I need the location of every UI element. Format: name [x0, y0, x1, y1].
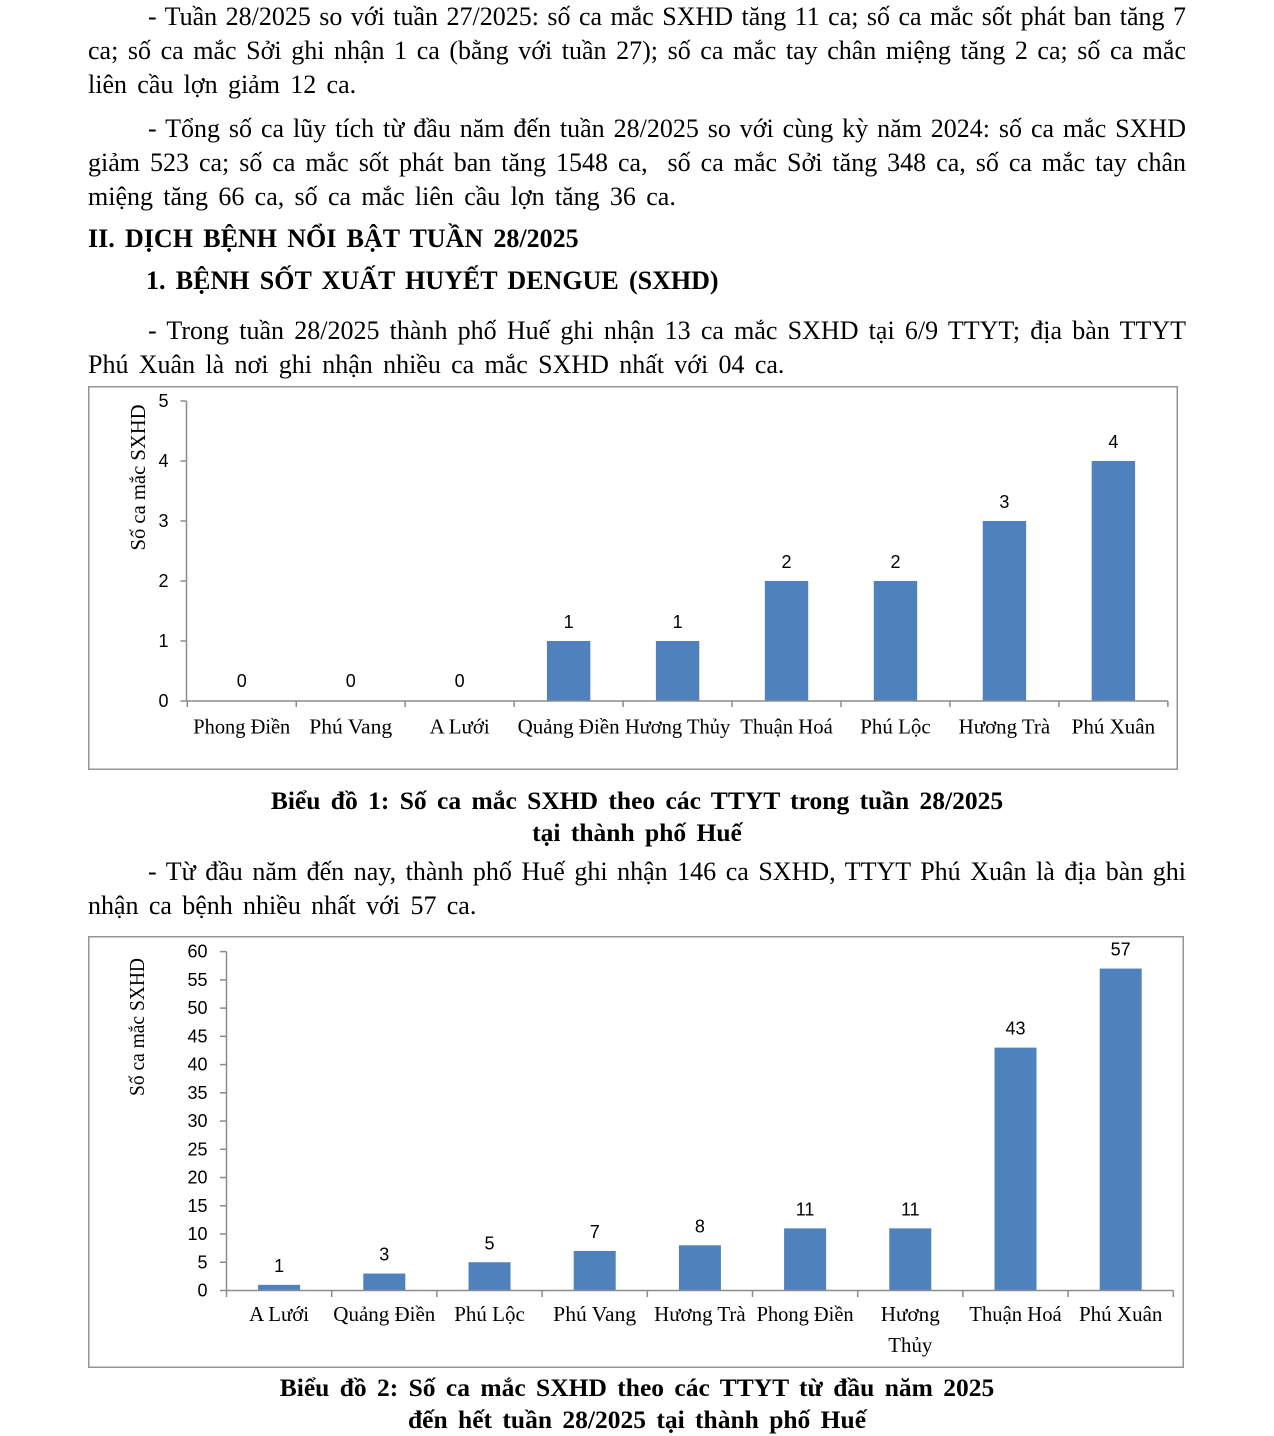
svg-text:55: 55: [187, 970, 207, 990]
svg-text:0: 0: [346, 671, 356, 691]
svg-text:Hương Trà: Hương Trà: [654, 1302, 746, 1326]
svg-text:0: 0: [197, 1281, 207, 1301]
svg-text:5: 5: [197, 1252, 207, 1272]
svg-text:Phú Vang: Phú Vang: [309, 715, 393, 739]
svg-text:Hương: Hương: [881, 1302, 940, 1326]
svg-text:A Lưới: A Lưới: [430, 715, 490, 739]
svg-text:20: 20: [187, 1168, 207, 1188]
svg-text:0: 0: [455, 671, 465, 691]
svg-text:57: 57: [1111, 940, 1131, 960]
svg-text:A Lưới: A Lưới: [249, 1302, 309, 1326]
svg-text:Số ca mắc SXHD: Số ca mắc SXHD: [125, 958, 149, 1096]
svg-text:Phong Điền: Phong Điền: [757, 1302, 854, 1326]
svg-text:5: 5: [158, 391, 168, 411]
svg-text:Thuận Hoá: Thuận Hoá: [740, 715, 833, 739]
svg-text:Quảng Điền: Quảng Điền: [333, 1302, 435, 1326]
svg-text:25: 25: [187, 1139, 207, 1159]
svg-text:30: 30: [187, 1111, 207, 1131]
svg-text:2: 2: [158, 571, 168, 591]
svg-text:3: 3: [999, 492, 1009, 512]
svg-text:1: 1: [564, 612, 574, 632]
svg-text:4: 4: [1108, 432, 1118, 452]
svg-text:15: 15: [187, 1196, 207, 1216]
svg-text:7: 7: [590, 1222, 600, 1242]
svg-text:5: 5: [484, 1233, 494, 1253]
svg-text:Phú Lộc: Phú Lộc: [860, 715, 931, 739]
svg-text:11: 11: [796, 1199, 815, 1219]
svg-text:0: 0: [158, 691, 168, 711]
svg-text:4: 4: [158, 451, 168, 471]
svg-text:1: 1: [673, 612, 683, 632]
svg-text:Thuận Hoá: Thuận Hoá: [969, 1302, 1062, 1326]
svg-text:45: 45: [187, 1026, 207, 1046]
svg-text:Phú Xuân: Phú Xuân: [1079, 1302, 1163, 1326]
svg-text:Quảng Điền: Quảng Điền: [518, 715, 620, 739]
svg-text:2: 2: [890, 552, 900, 572]
svg-text:Phú Lộc: Phú Lộc: [454, 1302, 525, 1326]
svg-text:3: 3: [158, 511, 168, 531]
svg-text:8: 8: [695, 1216, 705, 1236]
svg-text:Thủy: Thủy: [888, 1333, 932, 1357]
svg-text:Phú Vang: Phú Vang: [553, 1302, 637, 1326]
svg-text:50: 50: [187, 998, 207, 1018]
svg-text:0: 0: [237, 671, 247, 691]
svg-text:35: 35: [187, 1083, 207, 1103]
svg-text:60: 60: [187, 942, 207, 962]
svg-text:43: 43: [1005, 1019, 1025, 1039]
svg-text:2: 2: [782, 552, 792, 572]
svg-text:40: 40: [187, 1055, 207, 1075]
svg-text:11: 11: [901, 1199, 920, 1219]
svg-text:Phong Điền: Phong Điền: [193, 715, 290, 739]
svg-text:10: 10: [187, 1224, 207, 1244]
svg-text:1: 1: [274, 1256, 284, 1276]
svg-text:Số ca mắc SXHD: Số ca mắc SXHD: [126, 405, 150, 551]
svg-text:Hương Trà: Hương Trà: [959, 715, 1051, 739]
svg-text:3: 3: [379, 1245, 389, 1265]
svg-text:Hương Thủy: Hương Thủy: [625, 715, 731, 739]
svg-text:Phú Xuân: Phú Xuân: [1072, 715, 1156, 739]
svg-text:1: 1: [158, 631, 168, 651]
